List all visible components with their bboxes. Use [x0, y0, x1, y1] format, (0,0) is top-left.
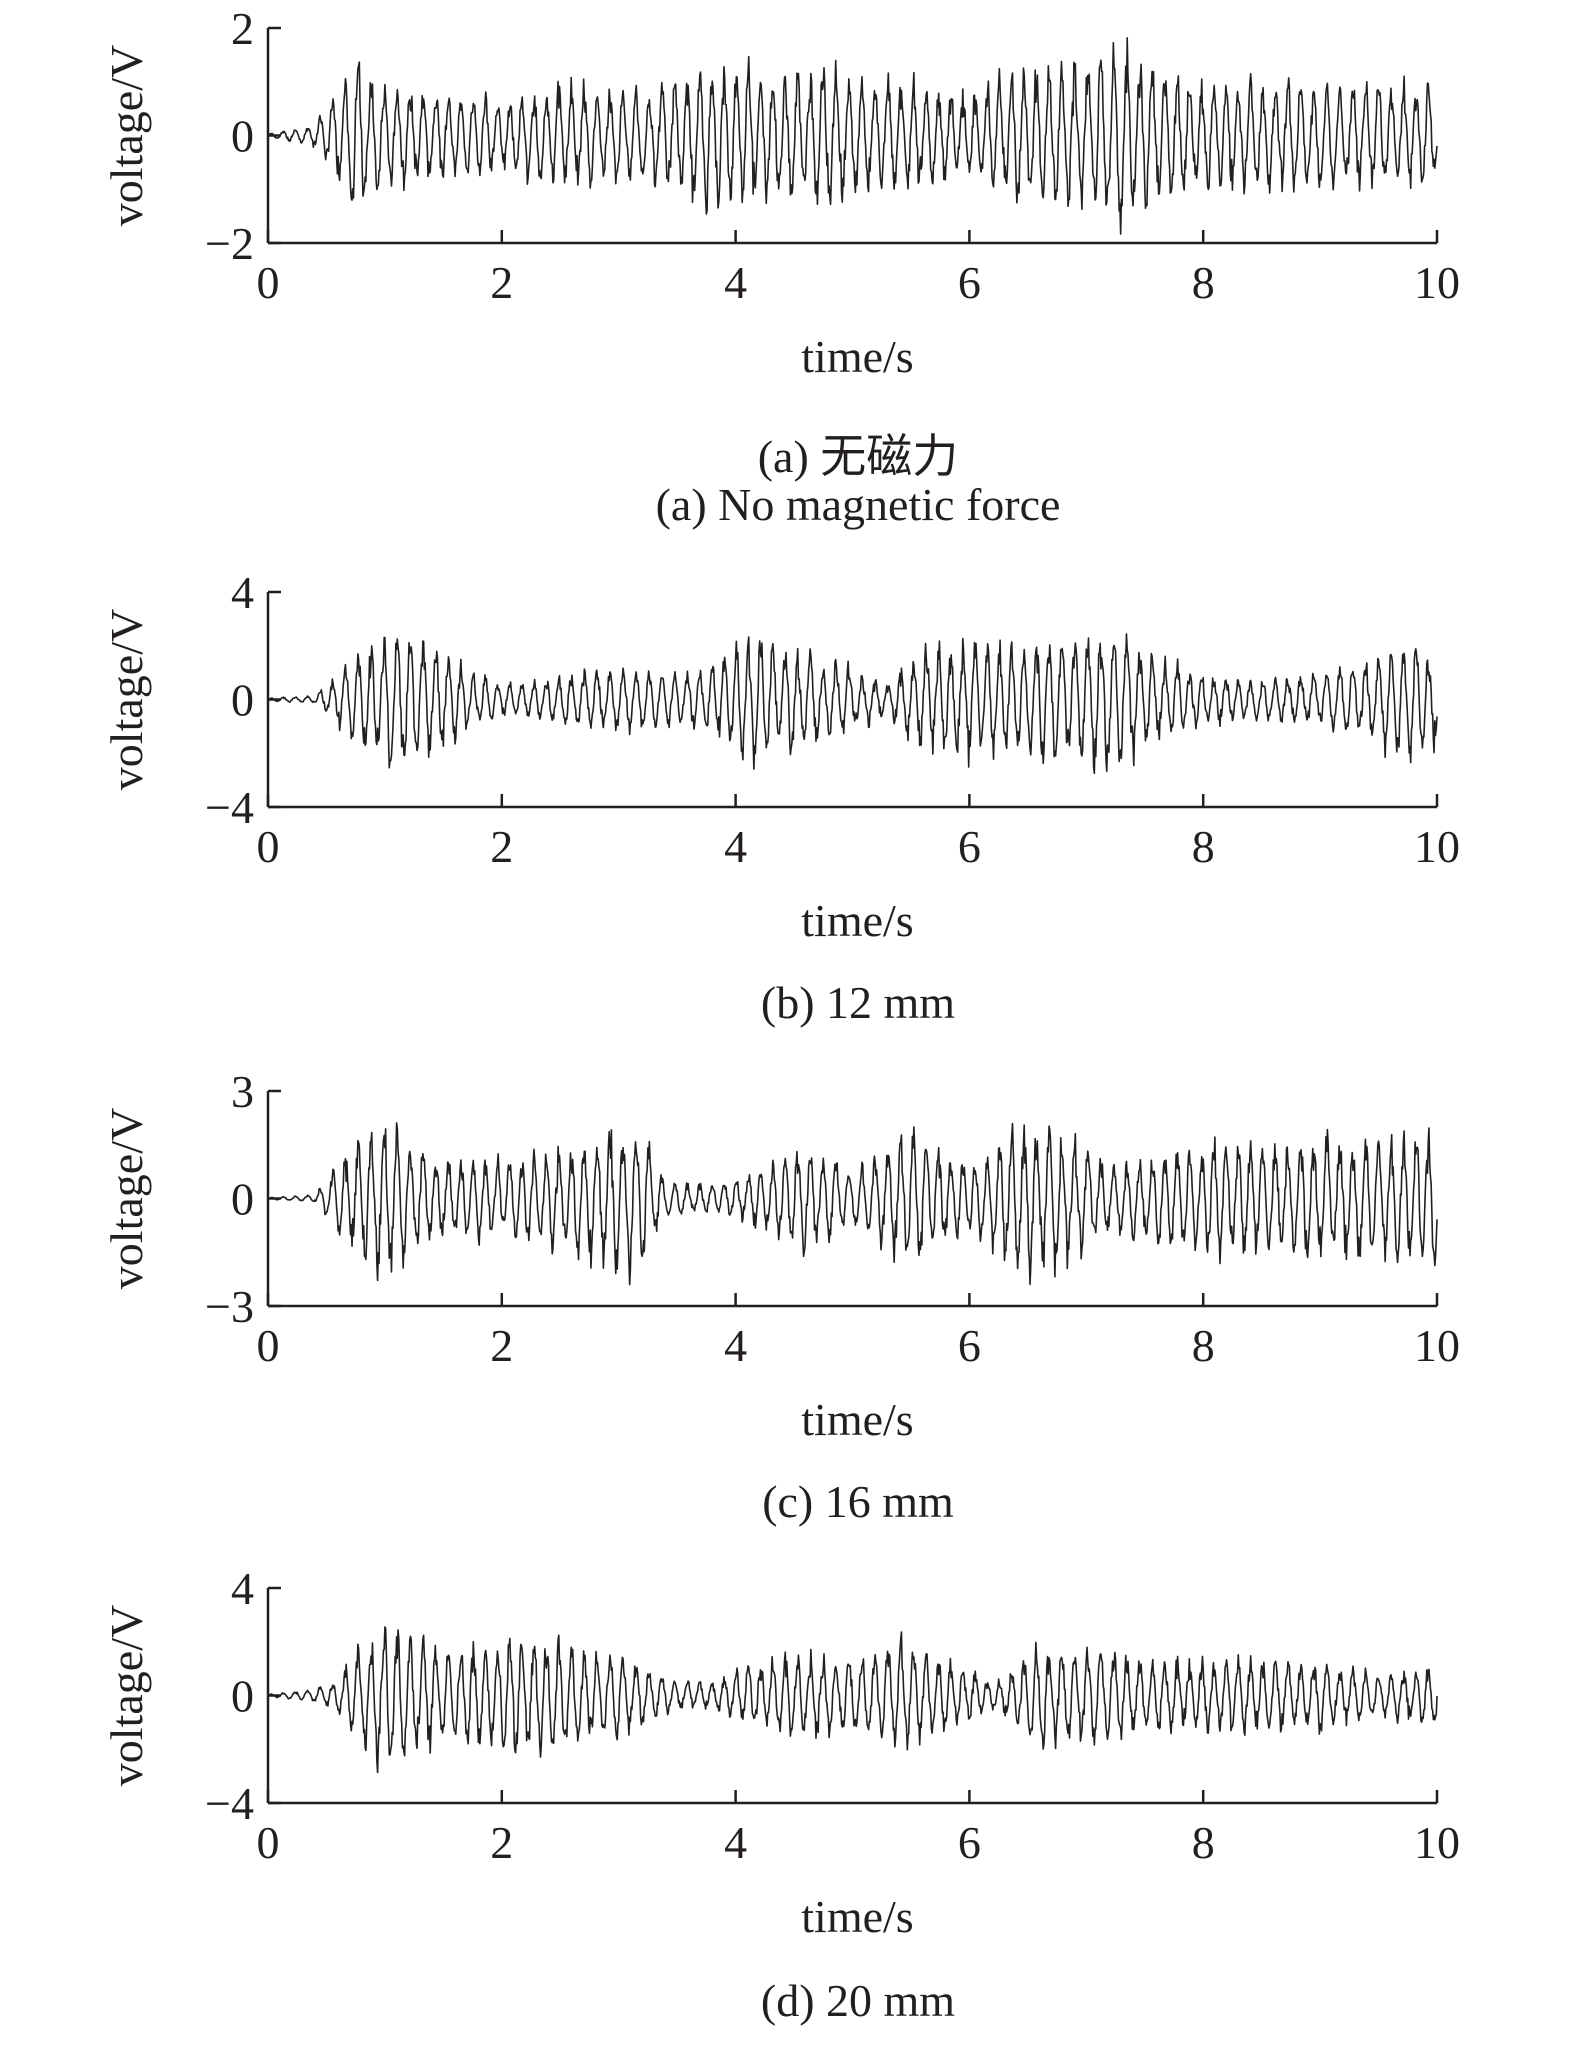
x-tick-label: 4: [724, 1817, 747, 1868]
x-tick-label: 8: [1192, 1817, 1215, 1868]
x-tick-label: 10: [1414, 257, 1460, 308]
x-tick-label: 8: [1192, 821, 1215, 872]
x-tick-label: 0: [257, 257, 280, 308]
signal-trace: [267, 37, 1438, 235]
y-axis-title: voltage/V: [101, 1108, 152, 1289]
x-tick-label: 4: [724, 1320, 747, 1371]
panel-caption: (b) 12 mm: [761, 977, 955, 1028]
signal-trace: [267, 633, 1438, 775]
x-tick-label: 10: [1414, 821, 1460, 872]
x-tick-label: 6: [958, 1320, 981, 1371]
panel-caption: (c) 16 mm: [762, 1476, 954, 1527]
x-tick-label: 10: [1414, 1320, 1460, 1371]
y-tick-label: 0: [231, 1174, 254, 1225]
y-tick-label: 4: [231, 567, 254, 618]
x-tick-label: 2: [490, 257, 513, 308]
y-tick-label: 0: [231, 111, 254, 162]
y-tick-label: −2: [205, 218, 254, 269]
panel-caption: (a) 无磁力: [758, 431, 959, 482]
x-tick-label: 0: [257, 1817, 280, 1868]
x-tick-label: 0: [257, 821, 280, 872]
x-tick-label: 8: [1192, 257, 1215, 308]
x-tick-label: 6: [958, 257, 981, 308]
x-tick-label: 0: [257, 1320, 280, 1371]
signal-trace: [267, 1626, 1438, 1774]
x-axis-title: time/s: [801, 331, 913, 382]
y-axis-title: voltage/V: [101, 1605, 152, 1786]
y-tick-label: 4: [231, 1563, 254, 1614]
x-tick-label: 6: [958, 821, 981, 872]
panel-caption: (a) No magnetic force: [656, 479, 1061, 530]
x-tick-label: 2: [490, 821, 513, 872]
x-tick-label: 2: [490, 1320, 513, 1371]
x-tick-label: 10: [1414, 1817, 1460, 1868]
x-tick-label: 6: [958, 1817, 981, 1868]
y-tick-label: −4: [205, 1778, 254, 1829]
y-tick-label: −3: [205, 1281, 254, 1332]
y-axis-title: voltage/V: [101, 45, 152, 226]
x-tick-label: 2: [490, 1817, 513, 1868]
y-tick-label: −4: [205, 782, 254, 833]
signal-trace: [267, 1122, 1438, 1286]
y-tick-label: 0: [231, 675, 254, 726]
x-axis-title: time/s: [801, 1891, 913, 1942]
y-tick-label: 2: [231, 3, 254, 54]
x-tick-label: 4: [724, 821, 747, 872]
x-tick-label: 4: [724, 257, 747, 308]
y-tick-label: 3: [231, 1066, 254, 1117]
x-axis-title: time/s: [801, 1394, 913, 1445]
panel-caption: (d) 20 mm: [761, 1975, 955, 2026]
y-axis-title: voltage/V: [101, 609, 152, 790]
y-tick-label: 0: [231, 1671, 254, 1722]
x-axis-title: time/s: [801, 895, 913, 946]
x-tick-label: 8: [1192, 1320, 1215, 1371]
